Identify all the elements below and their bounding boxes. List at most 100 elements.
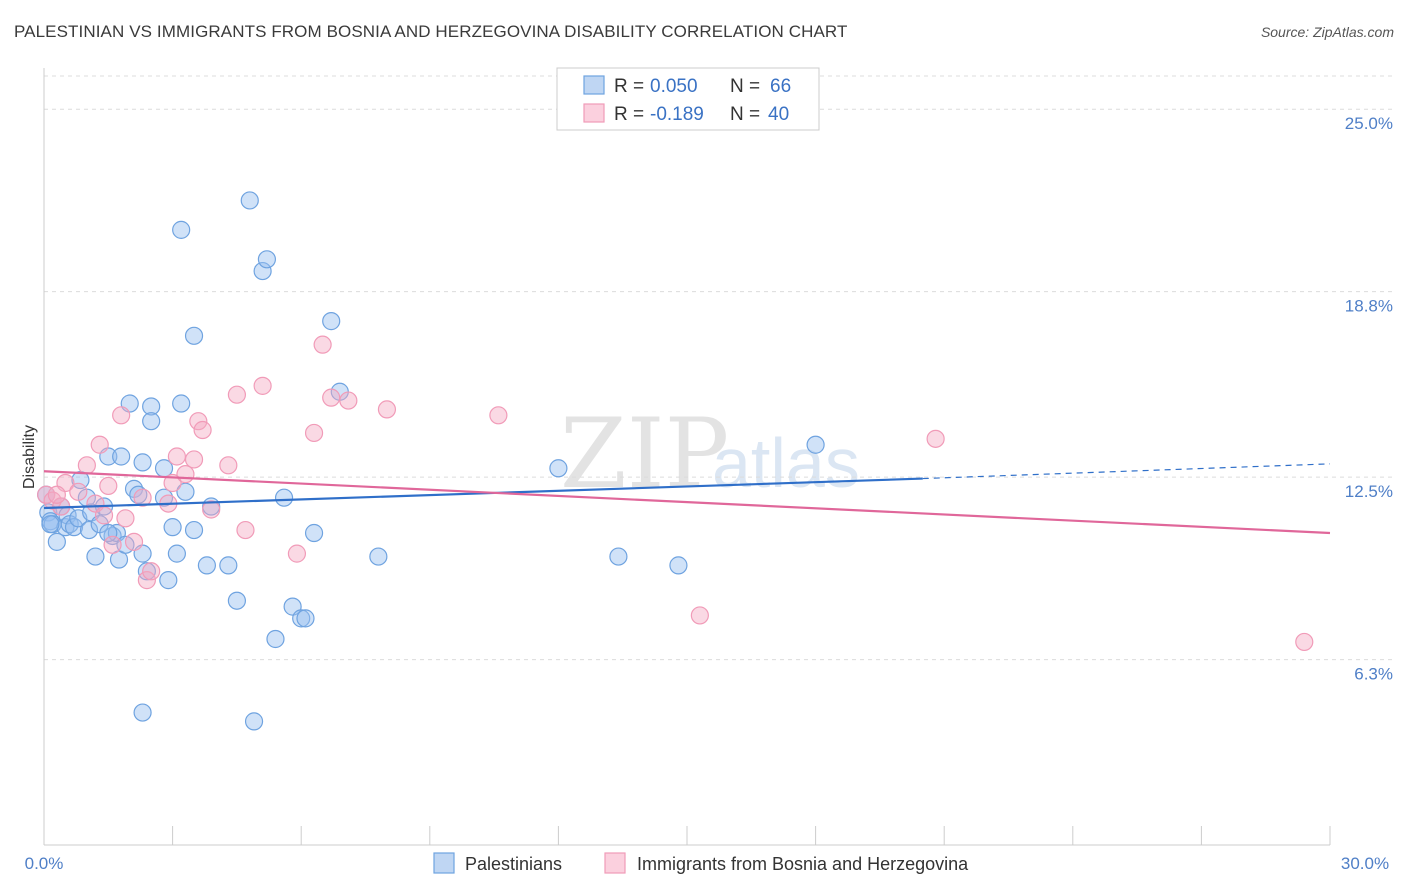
legend-n-value-2: 40 — [768, 104, 789, 125]
gridlines — [44, 75, 1394, 661]
point-palestinians-41 — [184, 326, 204, 345]
point-palestinians-45 — [227, 591, 246, 610]
point-palestinians-48 — [257, 250, 277, 269]
point-bosnia-14 — [133, 488, 152, 507]
y-axis-label: Disability — [21, 425, 38, 489]
point-palestinians-57 — [369, 547, 388, 566]
y-tick-label-3: 6.3% — [1354, 665, 1393, 684]
legend-n-label-2: N = — [730, 104, 760, 125]
chart-source: Source: ZipAtlas.com — [1260, 24, 1394, 40]
point-palestinians-39 — [176, 482, 195, 501]
y-tick-labels: 25.0% 18.8% 12.5% 6.3% — [1345, 114, 1393, 683]
point-bosnia-7 — [90, 435, 109, 454]
trend-line-bosnia — [43, 470, 1331, 535]
legend-r-label-1: R = — [614, 76, 644, 97]
point-bosnia-24 — [202, 500, 221, 519]
point-palestinians-47 — [253, 261, 272, 281]
point-palestinians-50 — [274, 488, 294, 507]
point-bosnia-21 — [184, 450, 204, 469]
trend-lines — [43, 463, 1331, 535]
correlation-legend: R = 0.050 N = 66 R = -0.189 N = 40 — [556, 67, 820, 131]
point-bosnia-33 — [339, 391, 358, 410]
watermark-atlas: atlas — [712, 424, 860, 502]
point-palestinians-15 — [86, 547, 105, 566]
point-palestinians-65 — [99, 523, 118, 543]
point-bosnia-27 — [236, 520, 255, 540]
point-bosnia-29 — [287, 544, 307, 563]
point-palestinians-37 — [172, 220, 191, 239]
point-bosnia-36 — [690, 606, 709, 625]
point-bosnia-34 — [377, 400, 397, 419]
point-palestinians-42 — [197, 556, 216, 575]
legend-r-value-1: 0.050 — [650, 76, 698, 97]
y-tick-label-0: 25.0% — [1345, 114, 1393, 133]
legend-swatch-pink — [583, 103, 605, 123]
bottom-legend-swatch-blue — [433, 852, 455, 874]
legend-n-label-1: N = — [730, 76, 760, 97]
point-palestinians-52 — [292, 609, 311, 628]
point-bosnia-19 — [167, 447, 186, 466]
point-palestinians-58 — [549, 459, 568, 478]
x-tick-label-max: 30.0% — [1341, 854, 1389, 873]
series-bosnia-points — [37, 335, 1314, 652]
point-bosnia-28 — [253, 376, 272, 395]
point-palestinians-59 — [609, 547, 628, 566]
y-tick-label-2: 12.5% — [1345, 482, 1393, 501]
watermark-zip: ZIP — [560, 398, 729, 510]
x-tick-label-min: 0.0% — [25, 854, 64, 873]
point-palestinians-53 — [296, 609, 315, 628]
point-palestinians-4 — [47, 532, 66, 551]
point-palestinians-44 — [219, 556, 238, 575]
point-bosnia-5 — [77, 456, 96, 475]
point-bosnia-15 — [137, 571, 156, 590]
point-palestinians-38 — [172, 394, 191, 413]
point-bosnia-9 — [99, 476, 118, 496]
point-bosnia-11 — [112, 406, 131, 425]
point-bosnia-25 — [219, 456, 238, 475]
point-palestinians-62 — [133, 703, 152, 722]
point-palestinians-61 — [806, 435, 825, 454]
chart-title: PALESTINIAN VS IMMIGRANTS FROM BOSNIA AN… — [14, 22, 848, 41]
point-bosnia-30 — [304, 423, 324, 443]
point-bosnia-10 — [103, 535, 122, 554]
point-bosnia-23 — [193, 420, 212, 440]
point-bosnia-22 — [189, 412, 208, 431]
series-palestinians-points — [37, 191, 825, 731]
point-palestinians-40 — [184, 520, 204, 540]
point-palestinians-9 — [64, 518, 84, 537]
point-bosnia-16 — [142, 562, 161, 581]
point-bosnia-35 — [489, 406, 508, 425]
point-palestinians-64 — [41, 515, 60, 534]
legend-r-label-2: R = — [614, 104, 644, 125]
point-bosnia-12 — [116, 509, 135, 528]
point-palestinians-13 — [79, 520, 99, 540]
point-bosnia-13 — [124, 532, 144, 551]
point-palestinians-54 — [304, 523, 324, 543]
point-palestinians-46 — [240, 191, 259, 210]
point-palestinians-28 — [133, 453, 152, 472]
point-bosnia-31 — [313, 335, 332, 354]
legend-swatch-blue — [583, 75, 605, 95]
point-bosnia-8 — [94, 506, 114, 525]
point-bosnia-37 — [926, 429, 945, 448]
point-palestinians-35 — [163, 518, 182, 537]
series-legend: Palestinians Immigrants from Bosnia and … — [433, 852, 969, 874]
y-tick-label-1: 18.8% — [1345, 297, 1393, 316]
point-palestinians-22 — [112, 447, 131, 466]
bottom-legend-label-bosnia: Immigrants from Bosnia and Herzegovina — [637, 854, 969, 874]
legend-r-value-2: -0.189 — [650, 104, 704, 125]
point-palestinians-31 — [142, 412, 161, 431]
point-bosnia-32 — [322, 388, 341, 407]
x-tick-marks — [43, 826, 1331, 845]
point-palestinians-49 — [266, 629, 285, 649]
point-palestinians-55 — [322, 312, 341, 331]
point-palestinians-63 — [244, 712, 264, 731]
bottom-legend-swatch-pink — [604, 852, 626, 874]
point-bosnia-39 — [47, 485, 66, 504]
point-bosnia-20 — [176, 465, 195, 484]
legend-n-value-1: 66 — [770, 76, 791, 97]
point-palestinians-30 — [142, 397, 161, 416]
point-bosnia-38 — [1295, 632, 1314, 652]
point-palestinians-36 — [167, 544, 186, 563]
